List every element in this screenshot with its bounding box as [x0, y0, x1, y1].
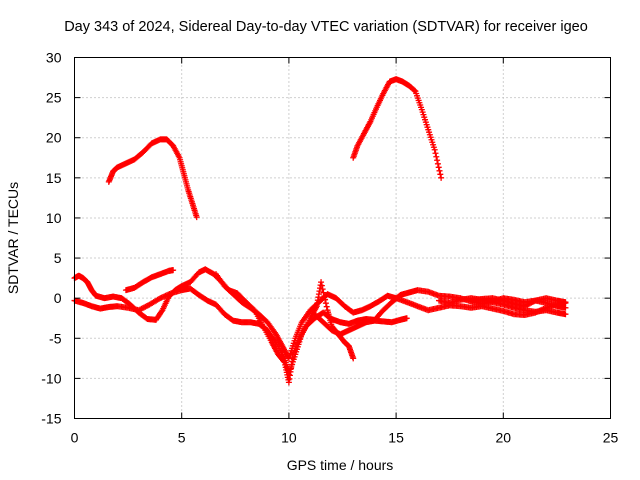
data-point — [562, 299, 569, 306]
y-tick-label: 30 — [46, 50, 62, 66]
series-arc-7 — [311, 311, 410, 338]
y-tick-label: 5 — [54, 250, 62, 266]
data-point — [531, 298, 538, 305]
y-tick-label: 15 — [46, 170, 62, 186]
data-point — [350, 355, 357, 362]
data-point — [431, 146, 438, 153]
data-point — [411, 87, 418, 94]
data-point — [323, 303, 330, 310]
series-arc-1 — [105, 136, 200, 221]
y-axis-label: SDTVAR / TECUs — [5, 182, 21, 294]
data-point — [403, 315, 410, 322]
x-tick-label: 5 — [178, 430, 186, 446]
series-arc-9 — [468, 295, 569, 310]
plot-frame — [74, 57, 611, 419]
grid-lines — [74, 57, 611, 419]
y-tick-label: -5 — [49, 330, 62, 346]
x-tick-label: 20 — [496, 430, 512, 446]
data-point — [193, 214, 200, 221]
y-tick-label: 0 — [54, 290, 62, 306]
y-tick-label: -10 — [41, 370, 61, 386]
chart-title: Day 343 of 2024, Sidereal Day-to-day VTE… — [64, 19, 588, 35]
data-point — [435, 164, 442, 171]
series-arc-4 — [71, 279, 357, 378]
x-axis-label: GPS time / hours — [287, 457, 394, 473]
data-point — [562, 311, 569, 318]
data-point — [434, 157, 441, 164]
y-tick-label: 25 — [46, 90, 62, 106]
axis-ticks: 0 5 10 15 20 25 -15 -10 -5 0 5 10 15 20 25 30 — [41, 50, 618, 446]
x-tick-label: 25 — [603, 430, 619, 446]
data-point — [318, 279, 325, 286]
y-tick-label: 10 — [46, 210, 62, 226]
data-point — [318, 282, 325, 289]
x-tick-label: 15 — [388, 430, 404, 446]
series-arc-6 — [213, 271, 569, 362]
data-point — [170, 267, 177, 274]
data-point — [438, 174, 445, 181]
data-point — [432, 150, 439, 157]
data-point — [436, 167, 443, 174]
series-arc-5 — [122, 267, 177, 294]
x-tick-label: 0 — [71, 430, 79, 446]
x-tick-label: 10 — [281, 430, 297, 446]
data-point — [319, 286, 326, 293]
data-point — [437, 171, 444, 178]
data-point — [433, 153, 440, 160]
data-point — [434, 160, 441, 167]
series-arc-2 — [350, 76, 445, 181]
y-tick-label: 20 — [46, 130, 62, 146]
data-point — [322, 300, 329, 307]
data-series — [71, 76, 569, 386]
y-tick-label: -15 — [41, 411, 61, 427]
